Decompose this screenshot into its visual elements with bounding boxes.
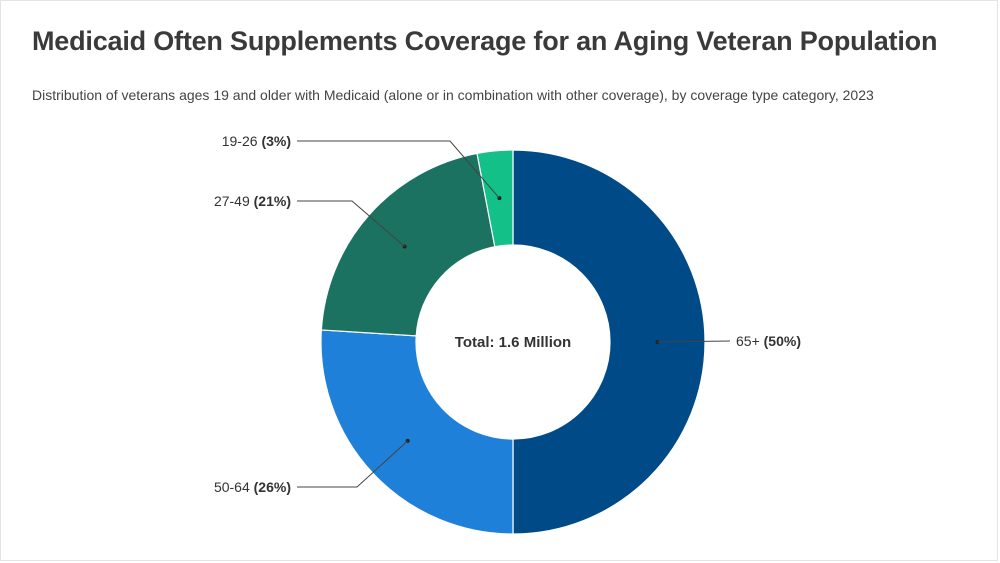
slices-layer <box>320 149 706 535</box>
slice-label-65plus: 65+ (50%) <box>736 333 801 349</box>
slice-percent: (3%) <box>261 133 291 149</box>
slice-label-50-64: 50-64 (26%) <box>214 479 291 495</box>
slice-50-64 <box>320 329 514 535</box>
leader-line-65plus <box>657 340 731 343</box>
chart-subtitle: Distribution of veterans ages 19 and old… <box>32 87 874 103</box>
slice-category: 27-49 <box>214 193 254 209</box>
slice-category: 65+ <box>736 333 764 349</box>
slice-65plus <box>512 149 706 535</box>
slice-19-26 <box>476 149 514 248</box>
slice-percent: (50%) <box>764 333 801 349</box>
leader-line-19-26 <box>297 140 500 199</box>
slice-category: 50-64 <box>214 479 254 495</box>
slice-label-27-49: 27-49 (21%) <box>214 193 291 209</box>
labels-layer: 65+ (50%) 50-64 (26%) 27-49 (21%) 19-26 (3%… <box>214 133 801 495</box>
leader-line-27-49 <box>297 200 405 247</box>
slice-category: 19-26 <box>222 133 262 149</box>
slice-percent: (21%) <box>254 193 291 209</box>
slice-percent: (26%) <box>254 479 291 495</box>
chart-title: Medicaid Often Supplements Coverage for … <box>32 26 938 56</box>
leader-line-50-64 <box>297 440 409 488</box>
slice-label-19-26: 19-26 (3%) <box>222 133 291 149</box>
center-total-label: Total: 1.6 Million <box>455 334 571 351</box>
slice-27-49 <box>320 152 496 337</box>
leader-lines-layer <box>297 140 731 488</box>
